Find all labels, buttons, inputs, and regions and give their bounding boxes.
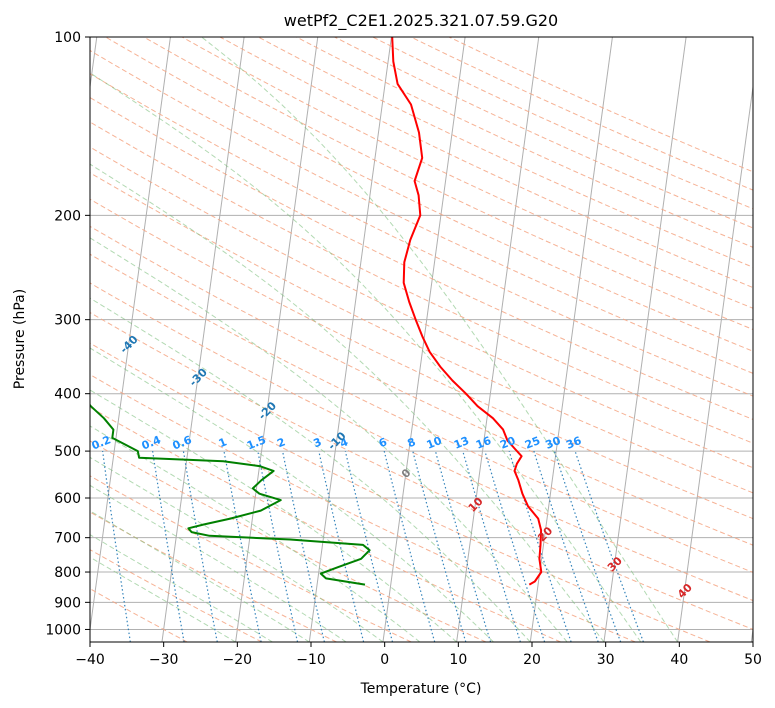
mixing-ratio-line: [257, 450, 299, 642]
y-tick-label: 800: [54, 565, 81, 581]
mixing-ratio-line: [508, 450, 572, 642]
mixing-ratio-line: [553, 450, 622, 642]
x-tick-label: 10: [449, 652, 467, 668]
mixing-ratio-label: 30: [544, 434, 563, 452]
dry-adiabat: [90, 146, 753, 469]
dry-adiabat: [90, 311, 753, 630]
y-tick-label: 100: [54, 30, 81, 46]
x-tick-label: −10: [296, 652, 326, 668]
moist-adiabat: [90, 534, 273, 642]
mixing-ratio-line: [223, 450, 262, 642]
x-tick-label: 0: [380, 652, 389, 668]
mixing-ratio-label: 3: [311, 435, 323, 450]
isotherm-line: [235, 37, 319, 642]
dry-adiabat: [90, 73, 753, 397]
chart-title: wetPf2_C2E1.2025.321.07.59.G20: [284, 11, 558, 31]
mixing-ratio-label: 36: [564, 434, 583, 452]
moist-adiabat: [90, 556, 236, 642]
moist-adiabat: [90, 510, 310, 642]
x-tick-label: 20: [523, 652, 541, 668]
y-tick-label: 1000: [45, 622, 81, 638]
mixing-ratio-label: 25: [523, 434, 542, 452]
dry-adiabat: [296, 37, 753, 248]
mixing-ratio-label: 20: [498, 434, 517, 452]
dry-adiabat: [90, 225, 753, 546]
mixing-ratio-label: 16: [474, 434, 493, 452]
dry-adiabat: [181, 37, 753, 309]
mixing-ratio-line: [574, 450, 644, 642]
plot-frame: [89, 36, 754, 643]
x-tick-label: 40: [670, 652, 688, 668]
moist-adiabat: [90, 297, 531, 642]
dry-adiabat: [90, 49, 753, 374]
dry-adiabat: [90, 198, 753, 520]
y-tick-label: 900: [54, 595, 81, 611]
mixing-ratio-line: [282, 450, 325, 642]
dewpoint-line: [90, 403, 371, 586]
x-tick-label: −20: [223, 652, 253, 668]
moist-adiabat: [90, 347, 494, 642]
temperature-line: [391, 37, 543, 586]
mixing-ratio-line: [533, 450, 599, 642]
dry-adiabat: [372, 37, 753, 210]
x-tick-label: 30: [597, 652, 615, 668]
x-tick-label: 50: [744, 652, 762, 668]
grid-layer: [90, 37, 753, 642]
mixing-ratio-line: [344, 450, 394, 642]
mixing-ratio-line: [462, 450, 521, 642]
y-tick-label: 200: [54, 208, 81, 224]
mixing-ratio-label: 10: [425, 434, 444, 452]
isotherm-line: [161, 37, 245, 642]
x-axis-label: Temperature (°C): [360, 681, 482, 697]
mixing-ratio-line: [484, 450, 546, 642]
mixing-ratio-label: 13: [452, 434, 471, 452]
moist-adiabat: [201, 37, 679, 642]
moist-adiabat: [90, 72, 642, 642]
isotherm-line: [677, 83, 753, 642]
y-tick-label: 600: [54, 491, 81, 507]
dry-adiabat: [90, 440, 487, 642]
y-tick-label: 300: [54, 313, 81, 329]
y-axis-label: Pressure (hPa): [12, 289, 28, 389]
mixing-ratio-line: [434, 450, 492, 642]
moist-adiabat: [90, 456, 384, 642]
dry-adiabat: [219, 37, 753, 289]
mixing-ratio-label: 2: [275, 435, 287, 450]
y-tick-label: 400: [54, 387, 81, 403]
dry-adiabat: [90, 96, 753, 420]
mixing-ratio-line: [383, 450, 436, 642]
series-layer: [90, 37, 543, 586]
axis-layer: −40 −30 −20 −10 0 10 20 30 40 50 100 200 300 400 500 60…: [45, 30, 762, 668]
dry-adiabat: [90, 406, 561, 642]
mixing-ratio-line: [102, 451, 131, 642]
moist-adiabat: [90, 163, 605, 642]
dry-adiabat: [105, 37, 753, 352]
isotherm-line: [603, 37, 687, 642]
mixing-ratio-label: 8: [405, 435, 417, 450]
dry-adiabat: [334, 37, 753, 229]
dry-adiabat: [90, 121, 753, 444]
moist-adiabat: [90, 237, 568, 642]
mixing-ratio-line: [412, 450, 467, 642]
dry-adiabat: [90, 253, 753, 573]
isotherm-line: [456, 37, 540, 642]
y-tick-label: 500: [54, 444, 81, 460]
moist-adiabat: [90, 484, 347, 642]
isotherm-line: [90, 37, 171, 634]
dry-adiabat: [90, 475, 412, 642]
dry-adiabat: [143, 37, 753, 331]
mixing-ratio-label: 1: [217, 435, 229, 450]
y-tick-label: 700: [54, 531, 81, 547]
x-tick-label: −40: [75, 652, 105, 668]
isotherm-line: [529, 37, 613, 642]
x-tick-label: −30: [149, 652, 179, 668]
